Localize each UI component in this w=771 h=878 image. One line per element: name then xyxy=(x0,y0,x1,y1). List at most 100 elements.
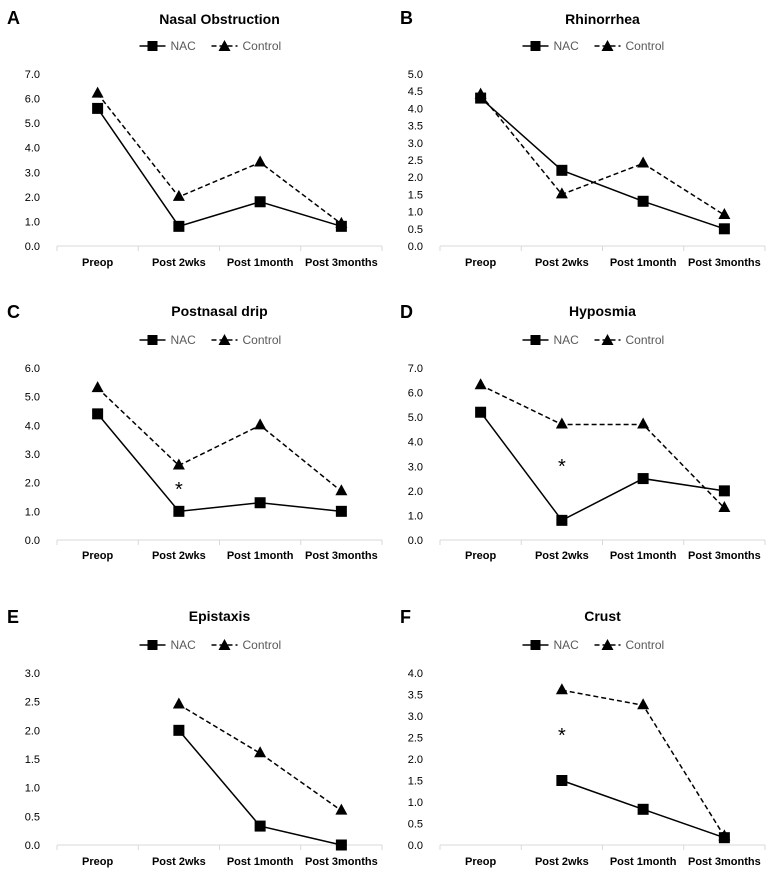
x-tick-label: Preop xyxy=(465,856,496,868)
data-point-nac xyxy=(254,497,266,509)
legend-marker-control xyxy=(601,40,614,51)
y-tick-label: 1.0 xyxy=(25,783,40,795)
y-tick-label: 2.5 xyxy=(408,155,423,167)
y-tick-label: 2.0 xyxy=(408,486,423,498)
x-tick-label: Post 3months xyxy=(688,257,761,269)
y-tick-label: 2.0 xyxy=(25,192,40,204)
y-tick-label: 5.0 xyxy=(25,392,40,404)
data-point-nac xyxy=(718,223,730,235)
y-tick-label: 7.0 xyxy=(408,363,423,375)
data-point-nac xyxy=(475,406,487,418)
data-point-nac xyxy=(556,164,568,176)
series-line-control xyxy=(480,384,725,509)
data-point-control xyxy=(718,208,731,220)
y-tick-label: 6.0 xyxy=(408,388,423,400)
y-tick-label: 0.0 xyxy=(25,241,40,253)
data-point-nac xyxy=(556,514,568,526)
legend-label-control: Control xyxy=(626,39,665,53)
x-tick-label: Post 3months xyxy=(305,257,378,269)
x-tick-label: Post 2wks xyxy=(535,856,589,868)
y-tick-label: 5.0 xyxy=(25,118,40,130)
y-tick-label: 3.0 xyxy=(408,461,423,473)
y-tick-label: 2.0 xyxy=(25,478,40,490)
data-point-nac xyxy=(335,505,347,517)
y-tick-label: 4.0 xyxy=(408,437,423,449)
y-tick-label: 0.0 xyxy=(408,840,423,852)
chart-title-f: Crust xyxy=(584,608,621,624)
legend-label-control: Control xyxy=(626,333,665,347)
x-tick-label: Post 3months xyxy=(305,550,378,562)
data-point-control xyxy=(637,698,650,710)
data-point-control xyxy=(254,418,267,430)
y-tick-label: 2.0 xyxy=(25,725,40,737)
legend-label-control: Control xyxy=(243,39,282,53)
legend-label-control: Control xyxy=(243,638,282,652)
series-line-nac xyxy=(97,107,342,228)
legend-b: NAC Control xyxy=(522,39,665,53)
panel-letter-e: E xyxy=(7,607,19,627)
legend-label-nac: NAC xyxy=(171,638,197,652)
y-tick-label: 5.0 xyxy=(408,69,423,81)
data-point-nac xyxy=(254,820,266,832)
data-point-nac xyxy=(556,775,568,786)
data-point-control xyxy=(637,156,650,168)
data-point-nac xyxy=(92,102,104,114)
legend-label-nac: NAC xyxy=(171,333,197,347)
data-point-control xyxy=(335,803,348,815)
data-point-nac xyxy=(637,195,649,207)
legend-marker-nac xyxy=(530,335,541,345)
panel-letter-d: D xyxy=(400,302,413,322)
panel-d: D Hyposmia NAC Control 0.0 1.0 2.0 3.0 4.0 5.0 6.0… xyxy=(400,302,766,562)
data-point-control xyxy=(172,189,185,201)
y-tick-label: 0.5 xyxy=(408,224,423,236)
y-tick-label: 1.5 xyxy=(408,189,423,201)
y-tick-label: 0.0 xyxy=(408,535,423,547)
legend-f: NAC Control xyxy=(522,638,664,652)
legend-c: NAC Control xyxy=(139,333,281,347)
legend-label-nac: NAC xyxy=(171,39,197,53)
legend-label-nac: NAC xyxy=(554,39,580,53)
y-tick-label: 0.5 xyxy=(408,819,423,831)
panel-e: E Epistaxis NAC Control 0.0 0.5 1.0 1.5 2.0 2.5 3.… xyxy=(7,607,383,868)
data-point-control xyxy=(474,378,487,390)
y-tick-label: 7.0 xyxy=(25,69,40,81)
y-tick-label: 3.0 xyxy=(25,449,40,461)
data-point-control xyxy=(718,829,731,841)
y-tick-label: 5.0 xyxy=(408,412,423,424)
x-tick-label: Post 3months xyxy=(688,856,761,868)
x-tick-label: Preop xyxy=(82,856,113,868)
y-tick-label: 2.0 xyxy=(408,172,423,184)
y-tick-label: 1.5 xyxy=(408,776,423,788)
panel-letter-f: F xyxy=(400,607,411,627)
y-tick-label: 3.0 xyxy=(408,138,423,150)
y-tick-label: 2.5 xyxy=(25,697,40,709)
data-point-nac xyxy=(173,724,185,736)
y-tick-label: 4.0 xyxy=(25,143,40,155)
x-tick-label: Preop xyxy=(465,550,496,562)
data-point-nac xyxy=(92,408,104,420)
y-tick-label: 0.0 xyxy=(25,535,40,547)
series-line-control xyxy=(178,703,342,812)
legend-marker-nac xyxy=(147,41,158,51)
chart-title-e: Epistaxis xyxy=(189,608,251,624)
legend-marker-nac xyxy=(147,335,158,345)
y-tick-label: 0.5 xyxy=(25,811,40,823)
series-line-control xyxy=(97,93,342,225)
y-tick-label: 4.5 xyxy=(408,86,423,98)
legend-label-nac: NAC xyxy=(554,333,580,347)
significance-asterisk: * xyxy=(558,456,566,478)
panel-f: F Crust NAC Control 0.0 0.5 1.0 1.5 2.0 2.5 3.0 3.5… xyxy=(400,607,766,868)
legend-a: NAC Control xyxy=(139,39,282,53)
significance-asterisk: * xyxy=(558,725,566,747)
x-tick-label: Post 1month xyxy=(227,550,294,562)
data-point-nac xyxy=(718,485,730,497)
data-point-control xyxy=(718,501,731,513)
data-point-nac xyxy=(254,196,266,208)
legend-marker-nac xyxy=(147,640,158,650)
x-tick-label: Post 1month xyxy=(227,856,294,868)
data-point-control xyxy=(335,216,348,228)
x-tick-label: Post 1month xyxy=(610,550,677,562)
x-tick-label: Post 3months xyxy=(305,856,378,868)
series-line-control xyxy=(480,94,725,216)
data-point-control xyxy=(555,187,568,199)
